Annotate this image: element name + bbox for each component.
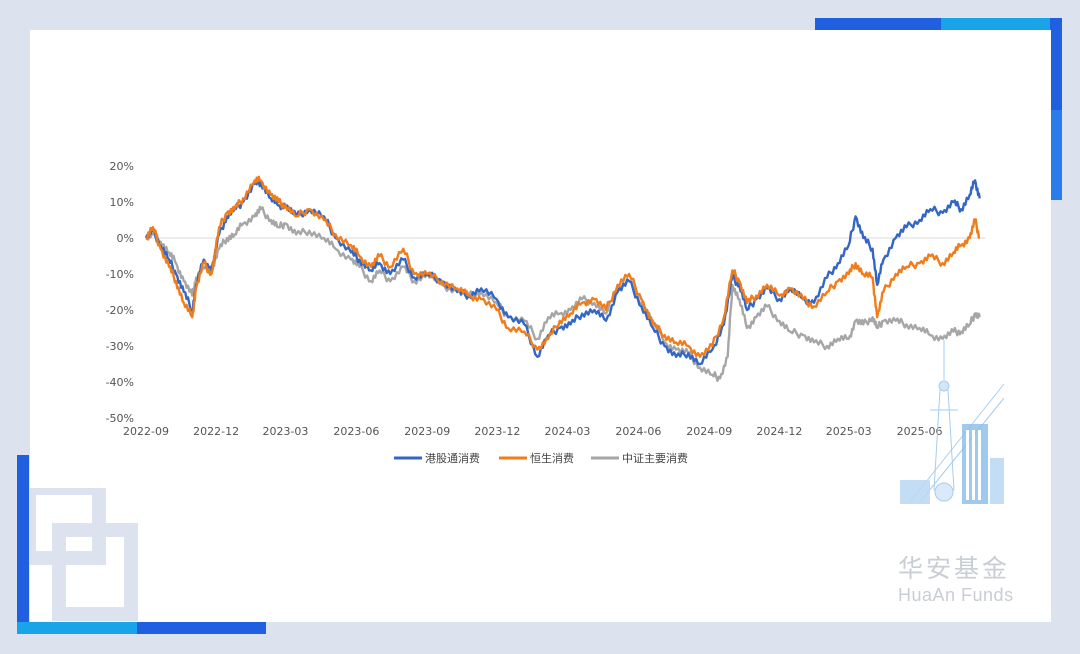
y-tick-label: 10% [110,196,134,209]
x-tick-label: 2023-03 [262,425,308,438]
y-tick-label: -30% [106,340,134,353]
x-axis: 2022-09 2022-12 2023-03 2023-06 2023-09 2023-… [123,425,943,438]
series-line [145,175,981,358]
y-axis: 20% 10% 0% -10% -20% -30% -40% -50% [106,160,134,425]
x-tick-label: 2023-12 [474,425,520,438]
brand-name-cn: 华安基金 [898,554,1011,583]
x-tick-label: 2022-09 [123,425,169,438]
series-line [144,178,981,366]
shanghai-skyline-icon [900,340,1005,504]
y-tick-label: -10% [106,268,134,281]
y-tick-label: -20% [106,304,134,317]
x-tick-label: 2024-12 [756,425,802,438]
x-tick-label: 2022-12 [193,425,239,438]
series-layer [144,175,981,382]
decorative-squares [29,488,138,621]
y-tick-label: -50% [106,412,134,425]
y-tick-label: -40% [106,376,134,389]
legend-label: 中证主要消费 [622,451,688,465]
accent-bar-left [17,455,29,633]
accent-bar-right-lower [1050,110,1062,200]
x-tick-label: 2025-06 [897,425,943,438]
y-tick-label: 20% [110,160,134,173]
legend-label: 港股通消费 [425,451,480,465]
x-tick-label: 2023-06 [333,425,379,438]
x-tick-label: 2025-03 [826,425,872,438]
legend: 港股通消费 恒生消费 中证主要消费 [394,451,688,465]
accent-bar-top-left [815,18,941,30]
accent-bar-bottom-left [17,622,137,634]
x-tick-label: 2023-09 [404,425,450,438]
x-tick-label: 2024-03 [544,425,590,438]
accent-bar-bottom-right [137,622,266,634]
x-tick-label: 2024-06 [615,425,661,438]
x-tick-label: 2024-09 [686,425,732,438]
accent-bar-right-upper [1050,18,1062,118]
accent-bar-top-right [941,18,1062,30]
brand-name-en: HuaAn Funds [898,585,1014,605]
legend-label: 恒生消费 [530,451,574,465]
series-line [145,205,981,382]
brand-logo: 华安基金 HuaAn Funds [898,554,1038,606]
y-tick-label: 0% [117,232,134,245]
